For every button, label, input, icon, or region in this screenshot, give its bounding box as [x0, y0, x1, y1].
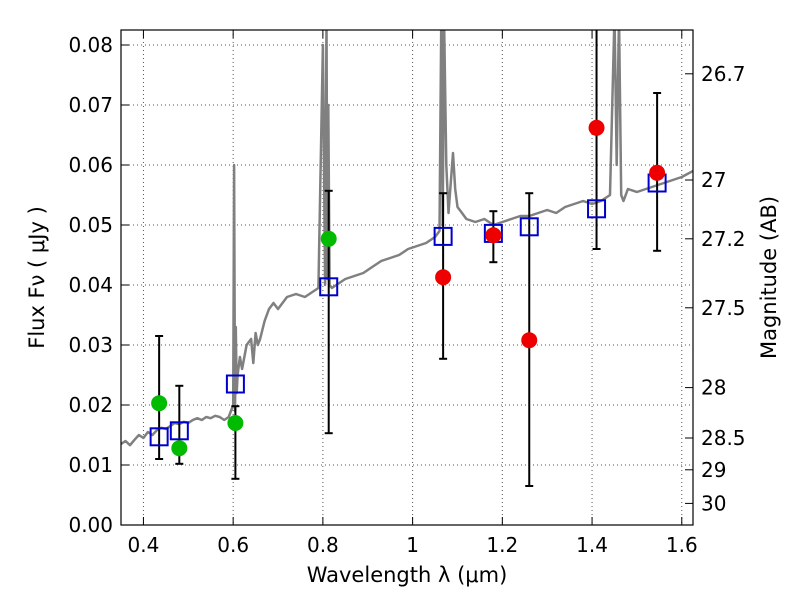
x-tick-label: 0.6: [217, 533, 249, 557]
x-tick-label: 1.6: [666, 533, 698, 557]
model-photometry-marker: [225, 374, 245, 394]
y2-axis-title: Magnitude (AB): [757, 196, 781, 359]
y-tick-label: 0.04: [68, 273, 113, 297]
tick-labels: 0.4 0.6 0.8 1 1.2 1.4 1.6 0.00 0.01 0.02 0.03 0.04 0…: [68, 33, 745, 557]
hst-observed-point: [227, 415, 244, 431]
ir-observed-point: [485, 227, 502, 244]
y2-tick-label: 28.5: [701, 426, 746, 450]
model-photometry-marker: [433, 226, 453, 246]
x-tick-label: 0.8: [307, 533, 339, 557]
plot-frame: [120, 29, 694, 526]
y-axis-title: Flux Fν ( μJy ): [25, 206, 49, 349]
ir-observed-point: [435, 269, 452, 286]
model-photometry-marker: [519, 217, 539, 237]
hst-observed-point: [320, 230, 337, 247]
model-photometry-marker: [587, 199, 607, 219]
ir-observed-point: [649, 164, 666, 181]
y-tick-label: 0.01: [68, 453, 113, 477]
x-axis-title: Wavelength λ (μm): [307, 563, 508, 587]
x-tick-label: 1.2: [486, 533, 518, 557]
y2-tick-label: 28: [701, 376, 726, 400]
y-tick-label: 0.03: [68, 333, 113, 357]
ir-observed-point: [588, 119, 605, 136]
y-tick-label: 0.07: [68, 93, 113, 117]
y2-tick-label: 27: [701, 168, 726, 192]
model-photometry-marker: [169, 421, 189, 441]
y2-tick-label: 29: [701, 458, 726, 482]
y-tick-label: 0.05: [68, 213, 113, 237]
y-tick-label: 0.08: [68, 33, 113, 57]
data-markers: [149, 119, 667, 457]
model-photometry-marker: [149, 427, 169, 447]
hst-observed-point: [151, 395, 168, 412]
x-tick-label: 1.4: [576, 533, 608, 557]
y2-tick-label: 27.2: [701, 227, 746, 251]
hst-observed-point: [171, 440, 188, 457]
y-tick-label: 0.02: [68, 393, 113, 417]
ir-observed-point: [521, 332, 538, 349]
model-photometry-marker: [319, 277, 339, 297]
y-tick-label: 0.00: [68, 513, 113, 537]
y-tick-label: 0.06: [68, 153, 113, 177]
y2-tick-label: 27.5: [701, 296, 746, 320]
y2-tick-label: 26.7: [701, 62, 746, 86]
x-tick-label: 0.4: [128, 533, 160, 557]
axis-ticks: [121, 30, 693, 526]
x-tick-label: 1: [406, 533, 419, 557]
y2-tick-label: 30: [701, 491, 726, 515]
